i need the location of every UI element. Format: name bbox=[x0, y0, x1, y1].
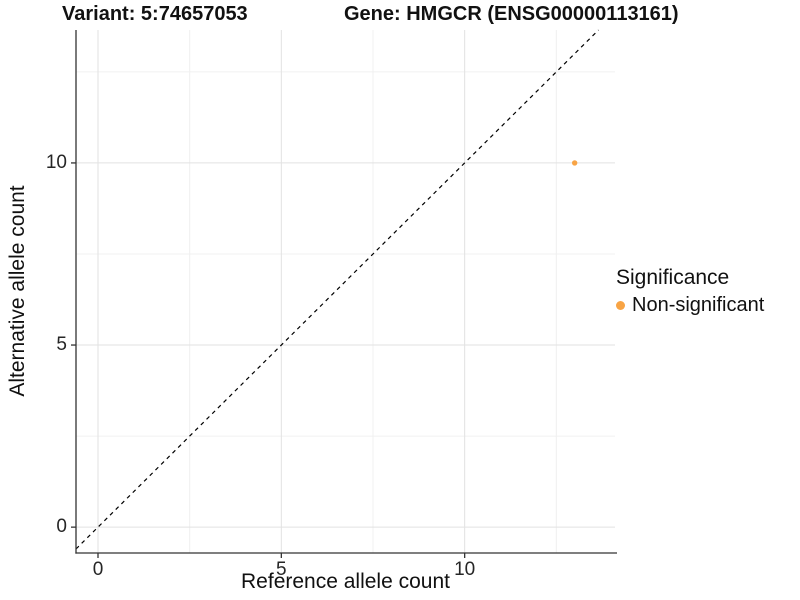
legend-title: Significance bbox=[616, 266, 730, 289]
gene-title: Gene: HMGCR (ENSG00000113161) bbox=[344, 3, 679, 25]
x-axis-label: Reference allele count bbox=[241, 570, 450, 593]
legend: Significance Non-significant bbox=[616, 266, 764, 317]
data-point bbox=[571, 160, 578, 166]
identity-dashed-line bbox=[75, 29, 599, 550]
legend-point-icon bbox=[616, 301, 625, 310]
variant-title: Variant: 5:74657053 bbox=[62, 3, 248, 25]
y-axis-label: Alternative allele count bbox=[6, 185, 29, 397]
legend-entry: Non-significant bbox=[616, 294, 764, 317]
legend-entry-label: Non-significant bbox=[632, 294, 765, 316]
